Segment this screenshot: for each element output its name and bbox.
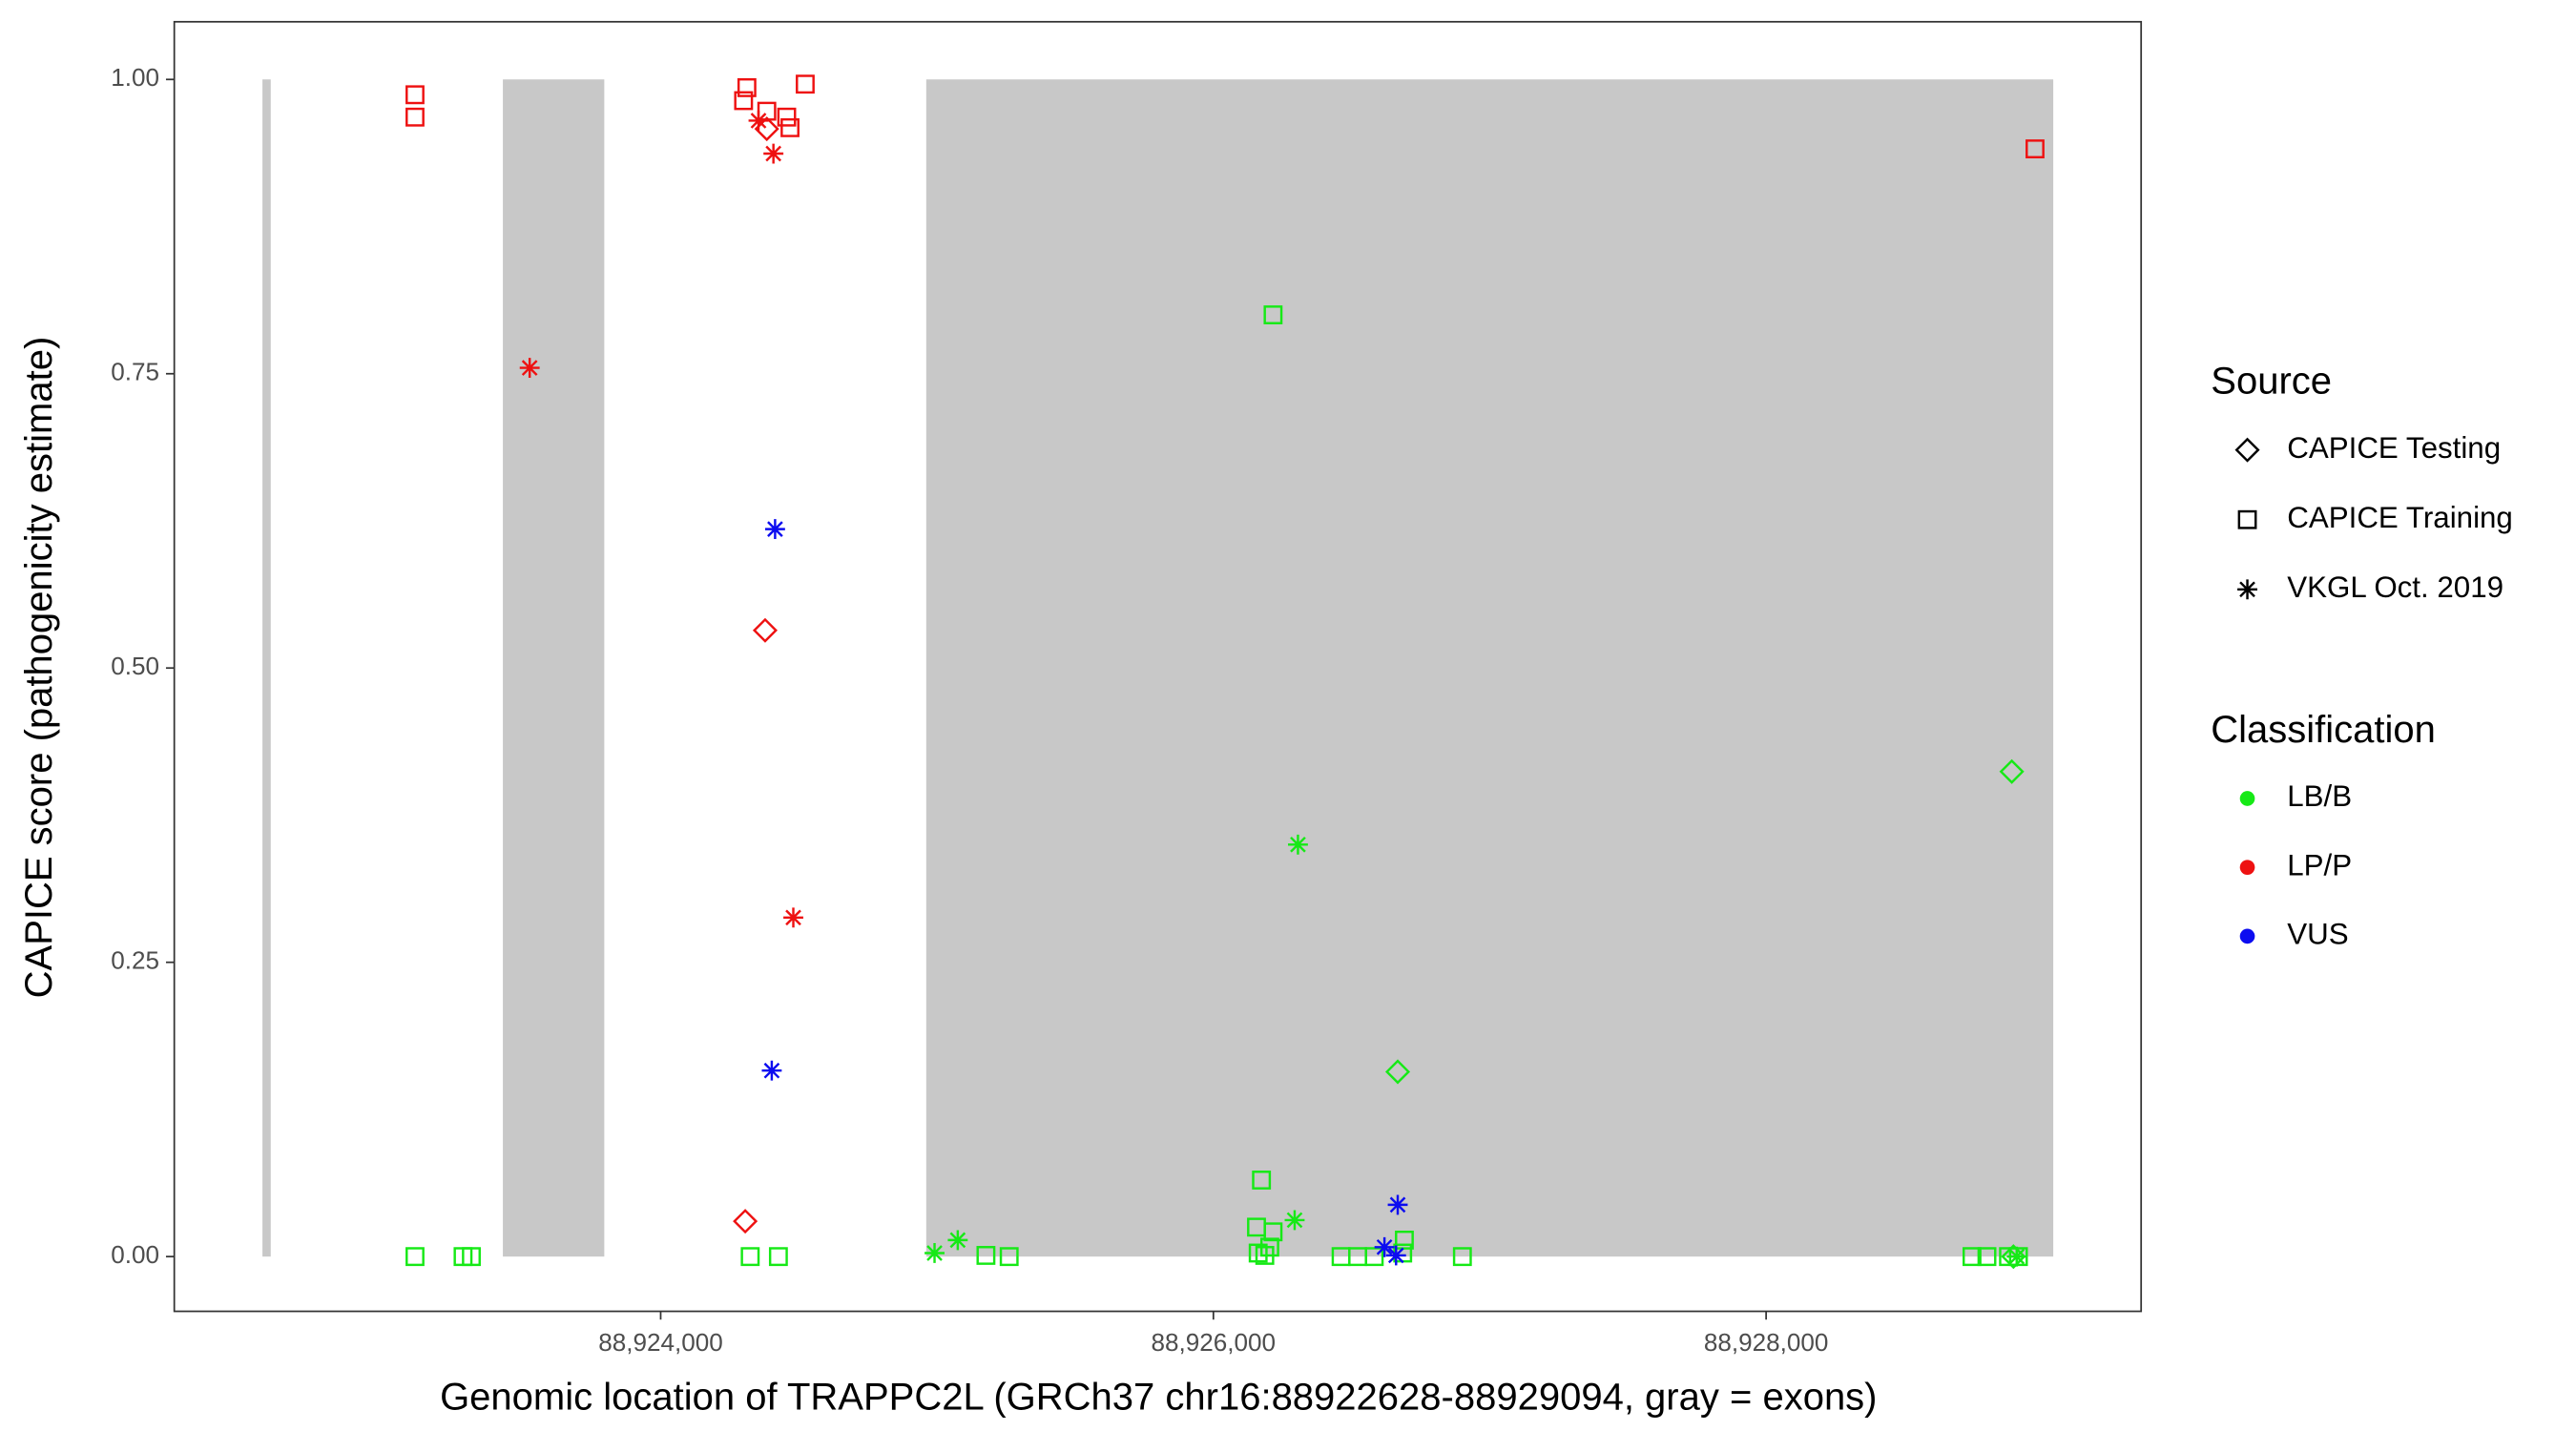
legend-label: CAPICE Testing [2287, 431, 2501, 465]
legend-key [2239, 860, 2255, 876]
legend-key [2237, 509, 2257, 529]
point [763, 143, 784, 164]
point [1263, 305, 1283, 324]
point [783, 907, 803, 928]
point [1963, 1247, 1982, 1267]
legend-label: LB/B [2287, 779, 2352, 813]
point [1374, 1236, 1395, 1257]
legend-key [2234, 437, 2260, 463]
point [999, 1247, 1019, 1267]
legend-key [2237, 579, 2257, 600]
y-tick-label: 0.00 [111, 1240, 159, 1269]
point [1387, 1194, 1408, 1215]
legend-label: VKGL Oct. 2019 [2287, 570, 2503, 604]
point [1384, 1059, 1411, 1085]
point [1364, 1247, 1384, 1267]
point [976, 1246, 996, 1265]
plot-area [262, 74, 2054, 1270]
point [1284, 1210, 1305, 1231]
point [733, 1209, 758, 1234]
legend-label: VUS [2287, 918, 2348, 951]
legend-title: Source [2211, 361, 2332, 403]
point [1395, 1230, 1414, 1250]
exon [262, 79, 271, 1257]
point [761, 1060, 782, 1081]
y-tick-label: 0.25 [111, 946, 159, 975]
point [1248, 1243, 1268, 1263]
point [748, 111, 769, 131]
point [947, 1230, 968, 1251]
legend-key [2239, 791, 2255, 806]
point [740, 1247, 760, 1267]
point [1263, 1222, 1283, 1242]
point [2006, 1246, 2027, 1267]
point [462, 1247, 481, 1267]
point [796, 74, 815, 94]
point [1288, 834, 1308, 855]
point [405, 107, 425, 127]
x-tick-label: 88,924,000 [598, 1328, 723, 1357]
exon [925, 79, 2054, 1257]
point [752, 617, 778, 643]
y-tick-label: 0.75 [111, 358, 159, 386]
legend-key [2239, 928, 2255, 944]
point [737, 77, 757, 97]
y-tick-label: 0.50 [111, 652, 159, 680]
legend-label: CAPICE Training [2287, 501, 2513, 534]
point [780, 117, 800, 137]
point [768, 1247, 788, 1267]
point [519, 358, 540, 379]
legend-label: LP/P [2287, 848, 2352, 881]
x-tick-label: 88,928,000 [1704, 1328, 1829, 1357]
point [1252, 1171, 1272, 1190]
panel-border [173, 20, 2143, 1313]
point [2025, 139, 2045, 158]
point [1452, 1247, 1472, 1267]
point [1385, 1245, 1406, 1266]
point [777, 107, 797, 127]
y-tick-label: 1.00 [111, 63, 159, 92]
point [405, 1247, 425, 1267]
point [1255, 1246, 1275, 1265]
point [1999, 758, 2025, 784]
x-tick-label: 88,926,000 [1152, 1328, 1277, 1357]
y-axis-title: CAPICE score (pathogenicity estimate) [18, 337, 60, 999]
x-axis-title: Genomic location of TRAPPC2L (GRCh37 chr… [440, 1376, 1877, 1418]
exon [503, 79, 605, 1257]
legend-title: Classification [2211, 709, 2436, 751]
point [734, 91, 754, 111]
point [764, 519, 785, 540]
point [405, 85, 425, 105]
point [924, 1243, 945, 1263]
point [1977, 1247, 1997, 1267]
